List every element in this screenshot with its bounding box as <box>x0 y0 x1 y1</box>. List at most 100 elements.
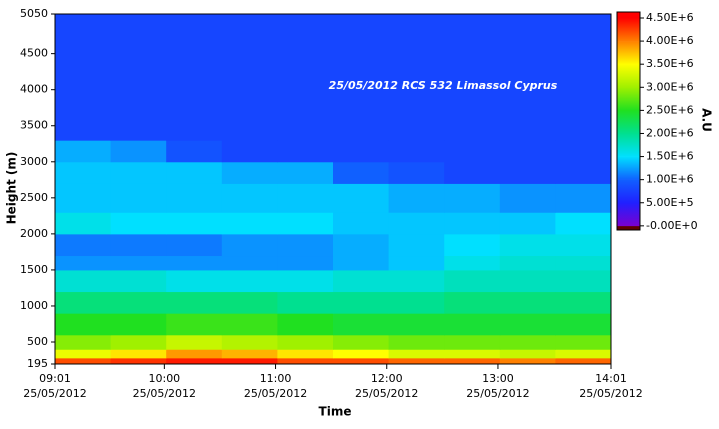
x-tick-label: 14:01 <box>595 372 627 385</box>
colorbar-tick-label: 5.00E+5 <box>646 196 694 209</box>
heatmap-cell <box>221 14 278 141</box>
heatmap-cell <box>333 233 390 257</box>
heatmap-cell <box>166 14 223 141</box>
colorbar-tick-label: -0.00E+0 <box>646 219 698 232</box>
heatmap-cell <box>55 140 112 163</box>
heatmap-cell <box>388 255 445 271</box>
heatmap-cell <box>499 255 556 271</box>
heatmap-cell <box>333 357 390 365</box>
heatmap-cell <box>221 140 278 163</box>
heatmap-cell <box>166 349 223 359</box>
heatmap-cell <box>444 349 501 359</box>
heatmap-cell <box>388 140 445 163</box>
heatmap-cell <box>388 349 445 359</box>
heatmap-cell <box>110 161 167 184</box>
heatmap-cell <box>444 255 501 271</box>
heatmap <box>55 14 612 365</box>
heatmap-cell <box>221 183 278 213</box>
x-tick-label: 09:01 <box>39 372 71 385</box>
heatmap-cell <box>555 357 612 365</box>
x-tick-label: 13:00 <box>482 372 514 385</box>
heatmap-cell <box>499 349 556 359</box>
colorbar-segment <box>617 133 640 157</box>
heatmap-cell <box>555 313 612 336</box>
x-tick-label: 12:00 <box>371 372 403 385</box>
heatmap-cell <box>277 357 334 365</box>
heatmap-cell <box>333 269 390 293</box>
colorbar-tick-label: 3.50E+6 <box>646 57 694 70</box>
y-axis-label: Height (m) <box>5 152 19 225</box>
heatmap-cell <box>277 334 334 350</box>
heatmap-cell <box>555 212 612 235</box>
heatmap-cell <box>166 313 223 336</box>
heatmap-cell <box>277 233 334 257</box>
heatmap-cell <box>277 313 334 336</box>
heatmap-cell <box>333 14 390 141</box>
heatmap-cell <box>444 334 501 350</box>
heatmap-cell <box>221 269 278 293</box>
heatmap-cell <box>221 334 278 350</box>
heatmap-cell <box>55 313 112 336</box>
heatmap-cell <box>55 212 112 235</box>
heatmap-cell <box>277 269 334 293</box>
heatmap-cell <box>221 357 278 365</box>
colorbar-tick-label: 2.50E+6 <box>646 103 694 116</box>
heatmap-cell <box>166 212 223 235</box>
colorbar-under <box>617 225 640 230</box>
x-tick-label: 11:00 <box>260 372 292 385</box>
heatmap-cell <box>388 14 445 141</box>
heatmap-cell <box>333 291 390 314</box>
heatmap-cell <box>277 255 334 271</box>
heatmap-cell <box>110 313 167 336</box>
y-tick-label: 5050 <box>20 7 48 20</box>
heatmap-cell <box>221 161 278 184</box>
heatmap-cell <box>555 183 612 213</box>
heatmap-cell <box>555 349 612 359</box>
heatmap-cell <box>499 334 556 350</box>
heatmap-cell <box>333 140 390 163</box>
heatmap-cell <box>55 349 112 359</box>
heatmap-cell <box>166 334 223 350</box>
x-tick-sublabel: 25/05/2012 <box>133 387 196 400</box>
heatmap-cell <box>110 291 167 314</box>
heatmap-cell <box>444 313 501 336</box>
heatmap-cell <box>499 161 556 184</box>
y-tick-label: 2000 <box>20 227 48 240</box>
heatmap-cell <box>444 269 501 293</box>
heatmap-cell <box>277 140 334 163</box>
heatmap-cell <box>388 269 445 293</box>
heatmap-cell <box>221 291 278 314</box>
heatmap-cell <box>388 183 445 213</box>
heatmap-cell <box>221 313 278 336</box>
heatmap-cell <box>444 14 501 141</box>
colorbar-segment <box>617 110 640 134</box>
heatmap-cell <box>166 255 223 271</box>
heatmap-cell <box>499 269 556 293</box>
heatmap-cell <box>55 183 112 213</box>
heatmap-cell <box>110 212 167 235</box>
y-tick-label: 1000 <box>20 299 48 312</box>
y-tick-label: 3500 <box>20 119 48 132</box>
x-tick-sublabel: 25/05/2012 <box>466 387 529 400</box>
heatmap-cell <box>110 334 167 350</box>
heatmap-cell <box>110 255 167 271</box>
heatmap-cell <box>221 233 278 257</box>
x-tick-sublabel: 25/05/2012 <box>23 387 86 400</box>
heatmap-cell <box>555 334 612 350</box>
heatmap-cell <box>444 183 501 213</box>
heatmap-cell <box>166 233 223 257</box>
y-tick-label: 2500 <box>20 191 48 204</box>
colorbar-border <box>616 11 641 231</box>
heatmap-cell <box>333 313 390 336</box>
y-tick-label: 500 <box>27 335 48 348</box>
annotation: 25/05/2012 RCS 532 Limassol Cyprus <box>329 79 558 92</box>
y-tick-label: 4000 <box>20 83 48 96</box>
heatmap-cell <box>221 349 278 359</box>
heatmap-cell <box>499 233 556 257</box>
heatmap-cell <box>333 161 390 184</box>
heatmap-cell <box>277 183 334 213</box>
heatmap-cell <box>110 233 167 257</box>
heatmap-cell <box>555 161 612 184</box>
colorbar-segment <box>617 41 640 65</box>
